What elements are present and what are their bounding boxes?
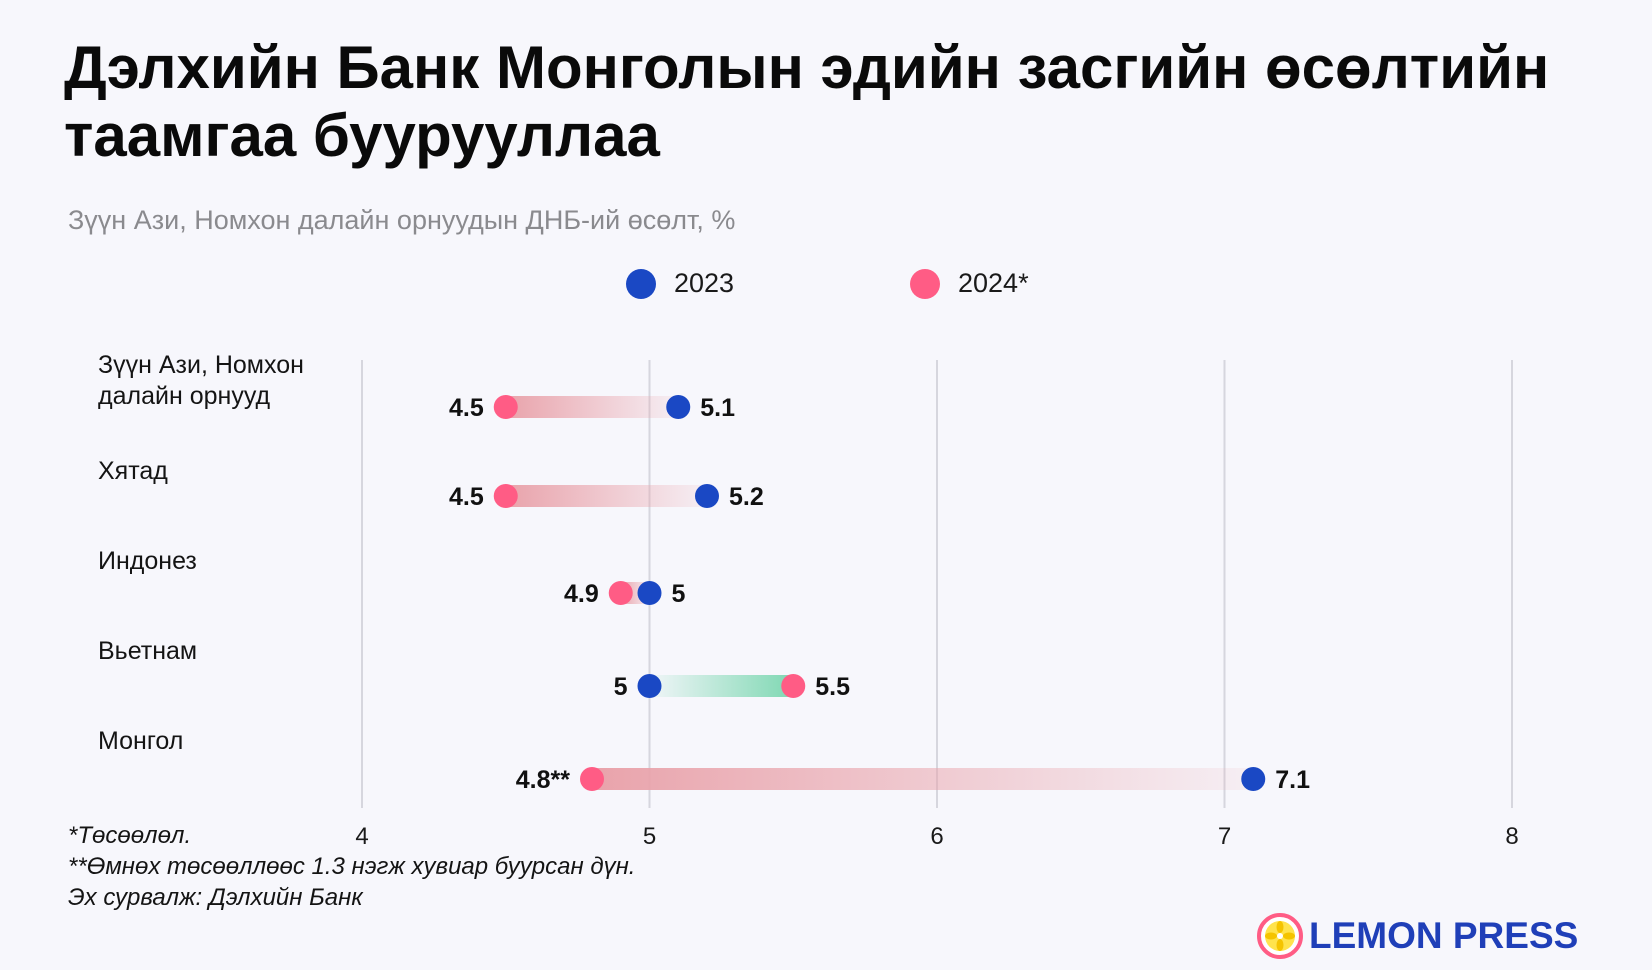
row-label-line: Зүүн Ази, Номхон bbox=[98, 351, 304, 379]
value-label-2023: 7.1 bbox=[1275, 766, 1310, 794]
row-label-line: далайн орнууд bbox=[98, 382, 271, 410]
data-labels: 4.5 5.1 4.5 5.2 4.9 5 5 5.5 4.8** 7.1 bbox=[449, 394, 1310, 794]
row-label-mongolia: Монгол bbox=[98, 727, 184, 755]
value-label-2024: 5.5 bbox=[815, 673, 850, 701]
grid-layer bbox=[361, 360, 1513, 808]
range-bar bbox=[505, 485, 707, 507]
point-2024 bbox=[493, 395, 518, 419]
brand-logo: LEMON PRESS bbox=[1257, 913, 1578, 959]
range-bar bbox=[505, 396, 679, 418]
row-label-indonesia: Индонез bbox=[98, 547, 197, 575]
value-label-2023: 5 bbox=[614, 673, 628, 701]
x-tick-label: 6 bbox=[930, 823, 943, 850]
point-2023 bbox=[637, 674, 662, 698]
row-label-east-asia-pacific: Зүүн Ази, Номхон далайн орнууд bbox=[98, 350, 304, 412]
value-label-2024: 4.8** bbox=[516, 766, 570, 794]
point-2024 bbox=[781, 674, 806, 698]
legend-item-2023: 2023 bbox=[626, 268, 734, 299]
x-tick-label: 8 bbox=[1505, 823, 1518, 850]
range-bar bbox=[649, 675, 794, 697]
legend-dot-2023 bbox=[626, 268, 656, 299]
x-tick-label: 4 bbox=[355, 823, 368, 850]
x-tick-label: 5 bbox=[643, 823, 656, 850]
brand-name: LEMON PRESS bbox=[1309, 915, 1579, 956]
value-label-2024: 4.9 bbox=[564, 580, 599, 608]
x-axis-ticks: 4 5 6 7 8 bbox=[355, 823, 1518, 850]
value-label-2024: 4.5 bbox=[449, 394, 484, 422]
value-label-2023: 5.1 bbox=[700, 394, 735, 422]
lemon-slice-icon bbox=[1257, 913, 1303, 959]
chart-subtitle: Зүүн Ази, Номхон далайн орнуудын ДНБ-ий … bbox=[68, 205, 736, 235]
footnote-projection: *Төсөөлөл. bbox=[68, 822, 192, 849]
value-label-2023: 5 bbox=[672, 580, 686, 608]
legend-dot-2024 bbox=[910, 268, 940, 299]
point-2023 bbox=[695, 484, 719, 508]
chart-title: Дэлхийн Банк Монголын эдийн засгийн өсөл… bbox=[64, 34, 1550, 169]
row-label-china: Хятад bbox=[98, 457, 168, 485]
footnote-source: Эх сурвалж: Дэлхийн Банк bbox=[68, 884, 363, 911]
point-2023 bbox=[637, 581, 662, 605]
point-2023 bbox=[666, 395, 691, 419]
point-2024 bbox=[493, 484, 518, 508]
point-2024 bbox=[580, 767, 604, 791]
footnote-revision: **Өмнөх төсөөллөөс 1.3 нэгж хувиар буурс… bbox=[68, 853, 636, 880]
range-bar bbox=[592, 768, 1254, 790]
value-label-2024: 4.5 bbox=[449, 483, 484, 511]
x-tick-label: 7 bbox=[1218, 823, 1231, 850]
data-points bbox=[493, 395, 1266, 791]
value-label-2023: 5.2 bbox=[729, 483, 764, 511]
range-bars bbox=[505, 396, 1254, 790]
row-label-vietnam: Вьетнам bbox=[98, 637, 198, 665]
point-2024 bbox=[608, 581, 633, 605]
point-2023 bbox=[1241, 767, 1266, 791]
legend-item-2024: 2024* bbox=[910, 268, 1029, 299]
legend-label-2023: 2023 bbox=[674, 268, 735, 298]
legend-label-2024: 2024* bbox=[958, 268, 1029, 298]
